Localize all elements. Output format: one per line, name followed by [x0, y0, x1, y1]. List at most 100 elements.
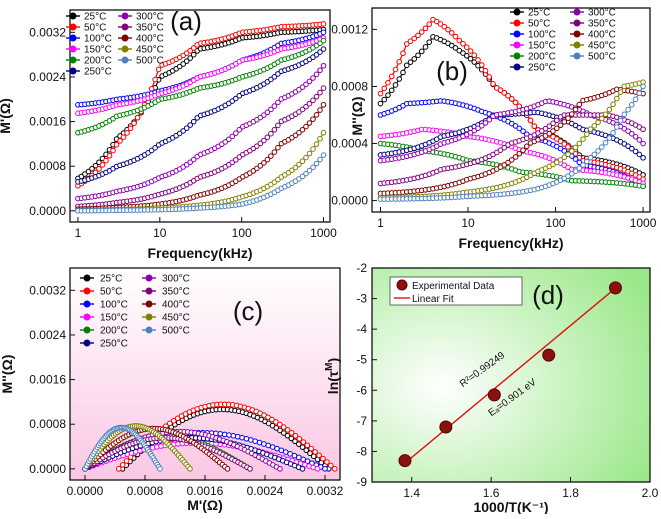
x-tick-label: 1.8 [562, 486, 579, 500]
y-tick-label: 0.0032 [29, 283, 66, 297]
data-point [123, 458, 130, 464]
data-point [553, 117, 560, 124]
data-point [127, 125, 134, 132]
data-point [275, 144, 281, 151]
data-point [561, 154, 568, 161]
legend-label: 200°C [84, 56, 112, 67]
data-point [187, 466, 193, 472]
data-point [320, 455, 326, 462]
legend-marker [121, 23, 129, 31]
data-point [542, 348, 556, 362]
data-point [512, 154, 519, 160]
data-point [426, 21, 433, 27]
data-point [190, 45, 197, 51]
x-tick-label: 0.0024 [247, 484, 284, 498]
legend-label: 100°C [84, 34, 112, 45]
legend-label: 400°C [136, 34, 164, 45]
data-point [233, 95, 239, 102]
data-point [482, 67, 489, 74]
legend-label: 50°C [100, 287, 122, 298]
panel-c: 0.0000 0.0008 0.0016 0.0024 0.0032 0.0000 0.00… [0, 267, 344, 513]
x-tick-label: 1 [75, 226, 82, 240]
data-point [632, 96, 639, 103]
data-point [314, 466, 321, 472]
data-point [306, 78, 313, 85]
panel-b: 1 10 100 10000.00000.00040.00080.001225°C50… [331, 7, 657, 251]
data-point [617, 117, 624, 124]
data-point [324, 459, 330, 465]
data-point [320, 29, 327, 36]
data-point [396, 58, 403, 65]
fit-line [404, 287, 616, 464]
data-point [299, 84, 306, 90]
data-point [264, 109, 271, 116]
data-point [304, 458, 311, 465]
legend-marker [145, 300, 153, 308]
legend-label: 25°C [528, 8, 550, 19]
data-point [157, 466, 163, 472]
legend-marker [69, 12, 77, 20]
y-axis-label-end: ) [325, 358, 341, 363]
y-tick-label: -8 [356, 444, 367, 458]
data-point [310, 146, 316, 152]
data-point [557, 122, 564, 129]
data-point [320, 152, 327, 158]
data-point [229, 133, 236, 140]
data-point [584, 158, 590, 165]
panel-label: (d) [532, 280, 564, 310]
legend-marker [396, 279, 408, 291]
legend-label: 300°C [588, 8, 616, 19]
data-point [520, 128, 526, 135]
data-point [190, 118, 197, 125]
y-tick-label: 0.0008 [29, 159, 66, 173]
series-400c [377, 86, 646, 197]
data-point [257, 140, 264, 147]
legend-marker [573, 41, 581, 49]
data-point [460, 50, 466, 56]
legend-label: 450°C [588, 41, 616, 52]
data-point [306, 120, 313, 126]
legend-label: 300°C [162, 274, 190, 285]
data-point [320, 62, 327, 69]
y-tick-label: -2 [356, 261, 367, 275]
legend-label: 150°C [84, 45, 112, 56]
data-point [553, 159, 560, 166]
y-tick-label: -4 [356, 322, 367, 336]
legend-marker [83, 287, 91, 295]
data-point [254, 165, 260, 172]
data-point [512, 123, 519, 129]
legend-marker [145, 313, 153, 321]
data-point [187, 159, 194, 166]
legend-marker [121, 12, 129, 20]
series-200c [377, 140, 646, 190]
data-point [467, 55, 474, 62]
data-point [486, 74, 493, 80]
data-point [303, 170, 309, 177]
data-point [254, 143, 260, 149]
legend-marker [513, 52, 521, 60]
data-point [96, 166, 102, 172]
data-point [422, 25, 429, 32]
plot-frame [371, 7, 651, 213]
data-point [445, 26, 451, 33]
data-point [527, 117, 534, 124]
data-point [475, 57, 481, 63]
data-point [456, 37, 463, 44]
data-point [264, 156, 271, 163]
data-point [418, 48, 425, 55]
data-point [411, 35, 418, 42]
data-point [317, 49, 323, 55]
data-point [433, 18, 440, 25]
data-point [313, 160, 320, 167]
data-point [85, 168, 92, 175]
legend-label: Experimental Data [412, 281, 495, 292]
data-point [501, 144, 508, 151]
data-point [463, 44, 470, 50]
data-point [497, 147, 504, 153]
data-point [277, 466, 283, 472]
legend-label: 450°C [136, 45, 164, 56]
data-point [388, 87, 395, 94]
plot-frame [69, 9, 331, 223]
y-tick-label: 0.0016 [29, 373, 66, 387]
